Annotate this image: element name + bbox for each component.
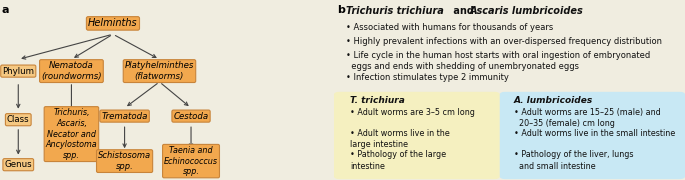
Text: • Adult worms live in the small intestine: • Adult worms live in the small intestin…	[514, 129, 675, 138]
Text: Trichuris trichiura: Trichuris trichiura	[347, 6, 444, 16]
Text: • Adult worms are 15–25 (male) and
  20–35 (female) cm long: • Adult worms are 15–25 (male) and 20–35…	[514, 108, 660, 128]
Text: Platyhelminthes
(flatworms): Platyhelminthes (flatworms)	[125, 61, 194, 81]
Text: Trichuris,
Ascaris,
Necator and
Ancylostoma
spp.: Trichuris, Ascaris, Necator and Ancylost…	[46, 108, 97, 160]
Text: Taenia and
Echinococcus
spp.: Taenia and Echinococcus spp.	[164, 146, 218, 176]
Text: and: and	[451, 6, 477, 16]
Text: Trematoda: Trematoda	[101, 112, 148, 121]
Text: • Infection stimulates type 2 immunity: • Infection stimulates type 2 immunity	[347, 73, 509, 82]
Text: Nematoda
(roundworms): Nematoda (roundworms)	[41, 61, 102, 81]
Text: • Life cycle in the human host starts with oral ingestion of embryonated
  eggs : • Life cycle in the human host starts wi…	[347, 51, 651, 71]
Text: • Highly prevalent infections with an over-dispersed frequency distribution: • Highly prevalent infections with an ov…	[347, 37, 662, 46]
Text: a: a	[1, 5, 9, 15]
Text: • Adult worms live in the
large intestine: • Adult worms live in the large intestin…	[350, 129, 449, 149]
Text: b: b	[338, 5, 345, 15]
Text: Cestoda: Cestoda	[173, 112, 209, 121]
Text: Class: Class	[7, 115, 29, 124]
FancyBboxPatch shape	[334, 92, 500, 179]
Text: T. trichiura: T. trichiura	[350, 96, 405, 105]
Text: Ascaris lumbricoides: Ascaris lumbricoides	[470, 6, 584, 16]
Text: • Pathology of the large
intestine: • Pathology of the large intestine	[350, 150, 446, 171]
Text: Helminths: Helminths	[88, 18, 138, 28]
Text: • Associated with humans for thousands of years: • Associated with humans for thousands o…	[347, 22, 553, 32]
Text: • Adult worms are 3–5 cm long: • Adult worms are 3–5 cm long	[350, 108, 475, 117]
Text: Phylum: Phylum	[2, 67, 34, 76]
Text: Genus: Genus	[5, 160, 32, 169]
FancyBboxPatch shape	[500, 92, 685, 179]
Text: Schistosoma
spp.: Schistosoma spp.	[98, 151, 151, 171]
Text: A. lumbricoides: A. lumbricoides	[514, 96, 593, 105]
Text: • Pathology of the liver, lungs
  and small intestine: • Pathology of the liver, lungs and smal…	[514, 150, 634, 171]
